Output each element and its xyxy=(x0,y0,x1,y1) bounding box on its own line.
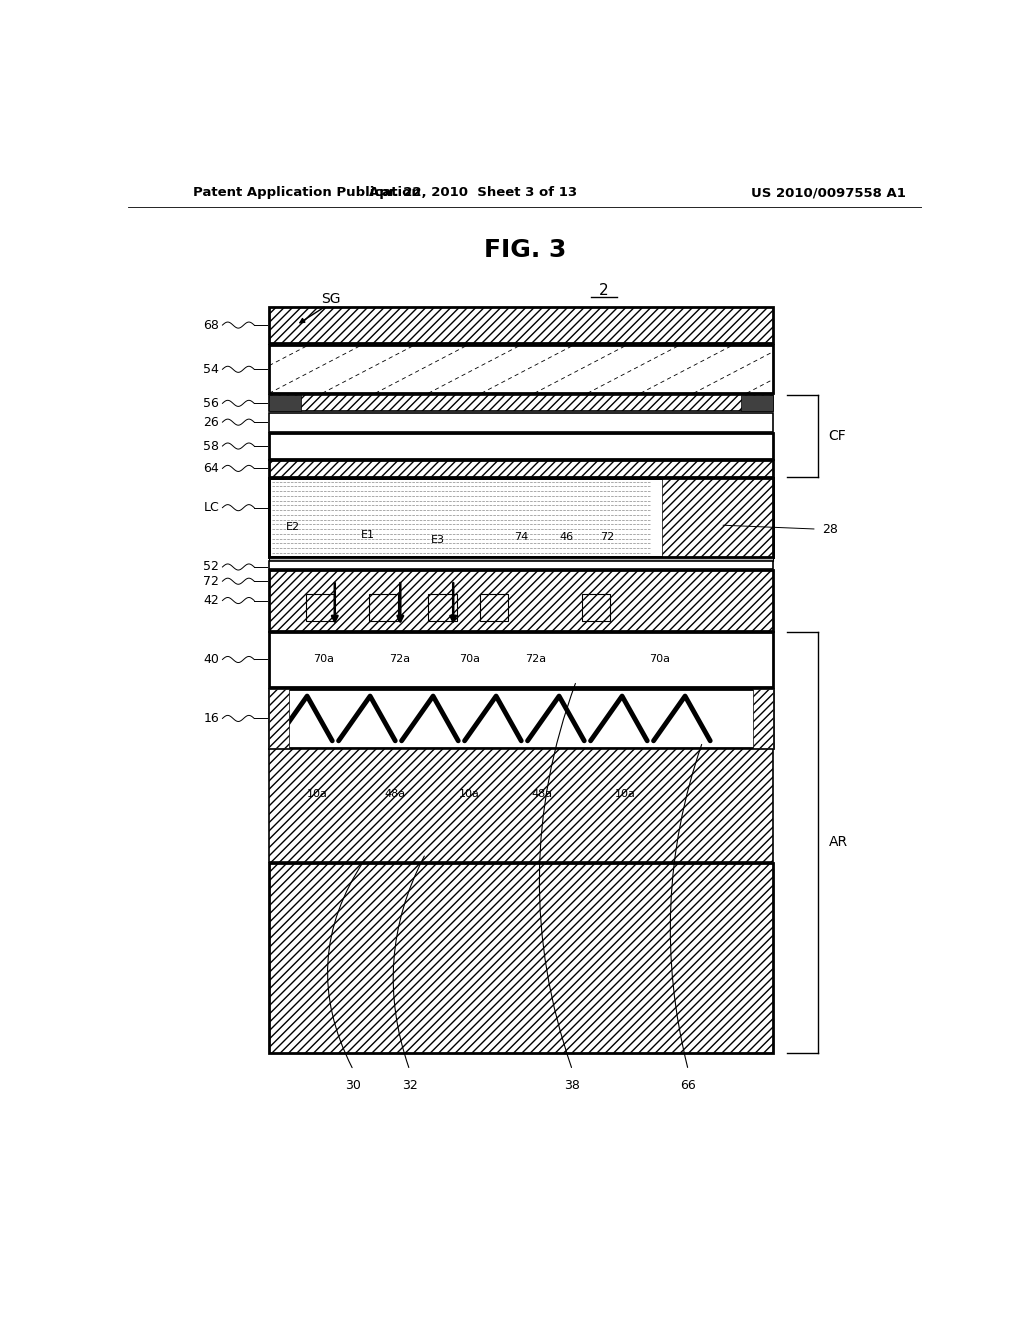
Text: 32: 32 xyxy=(401,1078,418,1092)
Text: 2: 2 xyxy=(599,282,609,298)
Bar xyxy=(269,346,773,393)
Text: SG: SG xyxy=(322,292,341,306)
Text: 30: 30 xyxy=(345,1078,361,1092)
Text: 66: 66 xyxy=(680,1078,696,1092)
Text: 46: 46 xyxy=(559,532,573,543)
Text: 48a: 48a xyxy=(385,789,406,799)
Text: US 2010/0097558 A1: US 2010/0097558 A1 xyxy=(751,186,906,199)
Bar xyxy=(480,594,509,620)
Text: Patent Application Publication: Patent Application Publication xyxy=(194,186,421,199)
Bar xyxy=(269,689,289,748)
Bar xyxy=(269,570,773,631)
Text: 42: 42 xyxy=(204,594,219,607)
Bar xyxy=(269,689,773,748)
Text: 28: 28 xyxy=(822,523,839,536)
Bar xyxy=(582,594,610,620)
Bar xyxy=(269,557,773,561)
Text: E1: E1 xyxy=(360,529,375,540)
Bar xyxy=(269,561,773,569)
Text: 40: 40 xyxy=(204,653,219,667)
Bar xyxy=(269,306,773,343)
Text: Apr. 22, 2010  Sheet 3 of 13: Apr. 22, 2010 Sheet 3 of 13 xyxy=(370,186,578,199)
Text: E2: E2 xyxy=(286,521,299,532)
Text: 74: 74 xyxy=(514,532,528,543)
Text: LC: LC xyxy=(204,502,219,515)
Bar xyxy=(754,689,773,748)
Bar xyxy=(269,413,773,432)
Bar xyxy=(269,395,301,412)
Text: E3: E3 xyxy=(431,535,445,545)
Text: 10a: 10a xyxy=(459,789,479,799)
Text: 54: 54 xyxy=(204,363,219,376)
Text: 64: 64 xyxy=(204,462,219,475)
Text: 10a: 10a xyxy=(307,789,328,799)
Bar xyxy=(428,594,457,620)
Text: 72: 72 xyxy=(204,574,219,587)
Bar xyxy=(269,632,773,686)
Text: 72: 72 xyxy=(600,532,614,543)
Bar xyxy=(269,863,773,1053)
Text: AR: AR xyxy=(828,836,848,850)
Bar xyxy=(269,433,773,459)
Text: 48a: 48a xyxy=(531,789,553,799)
Bar xyxy=(269,748,773,862)
Text: CF: CF xyxy=(828,429,847,444)
Bar xyxy=(269,395,773,412)
Text: 68: 68 xyxy=(204,318,219,331)
Bar xyxy=(663,478,773,557)
Text: 58: 58 xyxy=(203,440,219,453)
Text: FIG. 3: FIG. 3 xyxy=(483,238,566,261)
Text: 38: 38 xyxy=(564,1078,581,1092)
Text: 70a: 70a xyxy=(649,655,671,664)
Bar xyxy=(269,461,773,477)
Text: 26: 26 xyxy=(204,416,219,429)
Text: 72a: 72a xyxy=(524,655,546,664)
Bar xyxy=(369,594,397,620)
Text: 72a: 72a xyxy=(389,655,410,664)
Text: 70a: 70a xyxy=(313,655,334,664)
Bar xyxy=(305,594,334,620)
Text: 52: 52 xyxy=(204,561,219,573)
Bar xyxy=(269,478,773,557)
Bar xyxy=(741,395,773,412)
Text: 70a: 70a xyxy=(460,655,480,664)
Bar xyxy=(269,478,773,557)
Text: 16: 16 xyxy=(204,711,219,725)
Text: 10a: 10a xyxy=(614,789,636,799)
Text: 56: 56 xyxy=(204,397,219,409)
